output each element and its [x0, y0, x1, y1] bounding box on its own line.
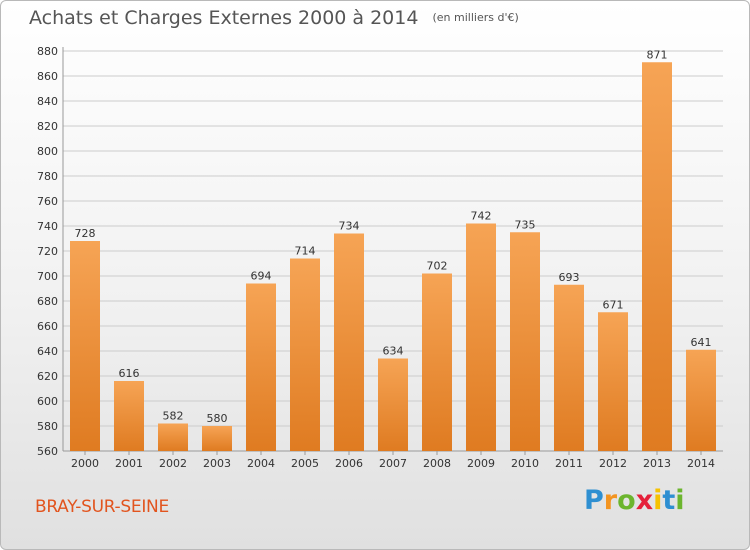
- y-tick-label: 560: [37, 445, 58, 458]
- logo-letter: P: [584, 485, 604, 516]
- bar: [290, 258, 320, 451]
- chart-title: Achats et Charges Externes 2000 à 2014 (…: [29, 7, 519, 29]
- data-label: 702: [427, 260, 448, 273]
- data-label: 641: [691, 336, 712, 349]
- data-label: 693: [559, 271, 580, 284]
- x-tick-label: 2009: [467, 457, 495, 470]
- x-tick-label: 2013: [643, 457, 671, 470]
- data-label: 616: [119, 367, 140, 380]
- bar: [246, 283, 276, 451]
- y-tick-label: 580: [37, 420, 58, 433]
- data-label: 582: [163, 410, 184, 423]
- bar: [642, 62, 672, 451]
- data-label: 580: [207, 412, 228, 425]
- data-label: 742: [471, 210, 492, 223]
- bar-chart: 560 580 600 620 640 660 680 700 720 740 760 780 800 8…: [37, 45, 723, 470]
- x-tick-label: 2007: [379, 457, 407, 470]
- data-label: 634: [383, 345, 404, 358]
- bar: [598, 312, 628, 451]
- x-tick-label: 2002: [159, 457, 187, 470]
- x-tick-label: 2006: [335, 457, 363, 470]
- chart-subtitle: (en milliers d'€): [432, 11, 519, 24]
- bar: [114, 381, 144, 451]
- logo-letter: r: [603, 485, 618, 516]
- logo-letter: t: [662, 485, 676, 516]
- data-label: 694: [251, 270, 272, 283]
- title-text: Achats et Charges Externes 2000 à 2014: [29, 7, 419, 29]
- x-tick-label: 2011: [555, 457, 583, 470]
- y-tick-label: 700: [37, 270, 58, 283]
- y-tick-label: 680: [37, 295, 58, 308]
- y-tick-label: 740: [37, 220, 58, 233]
- logo-letter: o: [617, 485, 636, 516]
- x-tick-label: 2012: [599, 457, 627, 470]
- x-tick-label: 2000: [71, 457, 99, 470]
- place-name: BRAY-SUR-SEINE: [35, 497, 169, 517]
- bar: [70, 241, 100, 451]
- y-tick-label: 660: [37, 320, 58, 333]
- y-tick-label: 800: [37, 145, 58, 158]
- data-label: 671: [603, 298, 624, 311]
- bar: [202, 426, 232, 451]
- bar: [422, 273, 452, 451]
- data-label: 734: [339, 220, 360, 233]
- logo-letter: i: [653, 485, 663, 516]
- bar: [686, 349, 716, 451]
- data-label: 871: [647, 48, 668, 61]
- data-label: 728: [75, 227, 96, 240]
- y-tick-label: 620: [37, 370, 58, 383]
- bar: [554, 284, 584, 451]
- x-tick-label: 2004: [247, 457, 275, 470]
- y-tick-label: 860: [37, 70, 58, 83]
- x-tick-label: 2001: [115, 457, 143, 470]
- y-tick-label: 840: [37, 95, 58, 108]
- bar: [510, 232, 540, 451]
- bar: [158, 423, 188, 451]
- data-label: 714: [295, 245, 316, 258]
- x-tick-label: 2008: [423, 457, 451, 470]
- x-tick-label: 2014: [687, 457, 715, 470]
- bar: [466, 223, 496, 451]
- logo-letter: i: [675, 485, 685, 516]
- x-tick-label: 2003: [203, 457, 231, 470]
- bar: [378, 358, 408, 451]
- y-tick-label: 600: [37, 395, 58, 408]
- bar: [334, 233, 364, 451]
- y-tick-label: 780: [37, 170, 58, 183]
- y-tick-label: 720: [37, 245, 58, 258]
- x-tick-label: 2005: [291, 457, 319, 470]
- y-tick-label: 880: [37, 45, 58, 58]
- y-tick-label: 760: [37, 195, 58, 208]
- y-tick-label: 820: [37, 120, 58, 133]
- y-tick-label: 640: [37, 345, 58, 358]
- logo-letter: x: [635, 485, 654, 516]
- proxiti-logo: Proxiti: [584, 485, 685, 516]
- data-label: 735: [515, 218, 536, 231]
- x-tick-label: 2010: [511, 457, 539, 470]
